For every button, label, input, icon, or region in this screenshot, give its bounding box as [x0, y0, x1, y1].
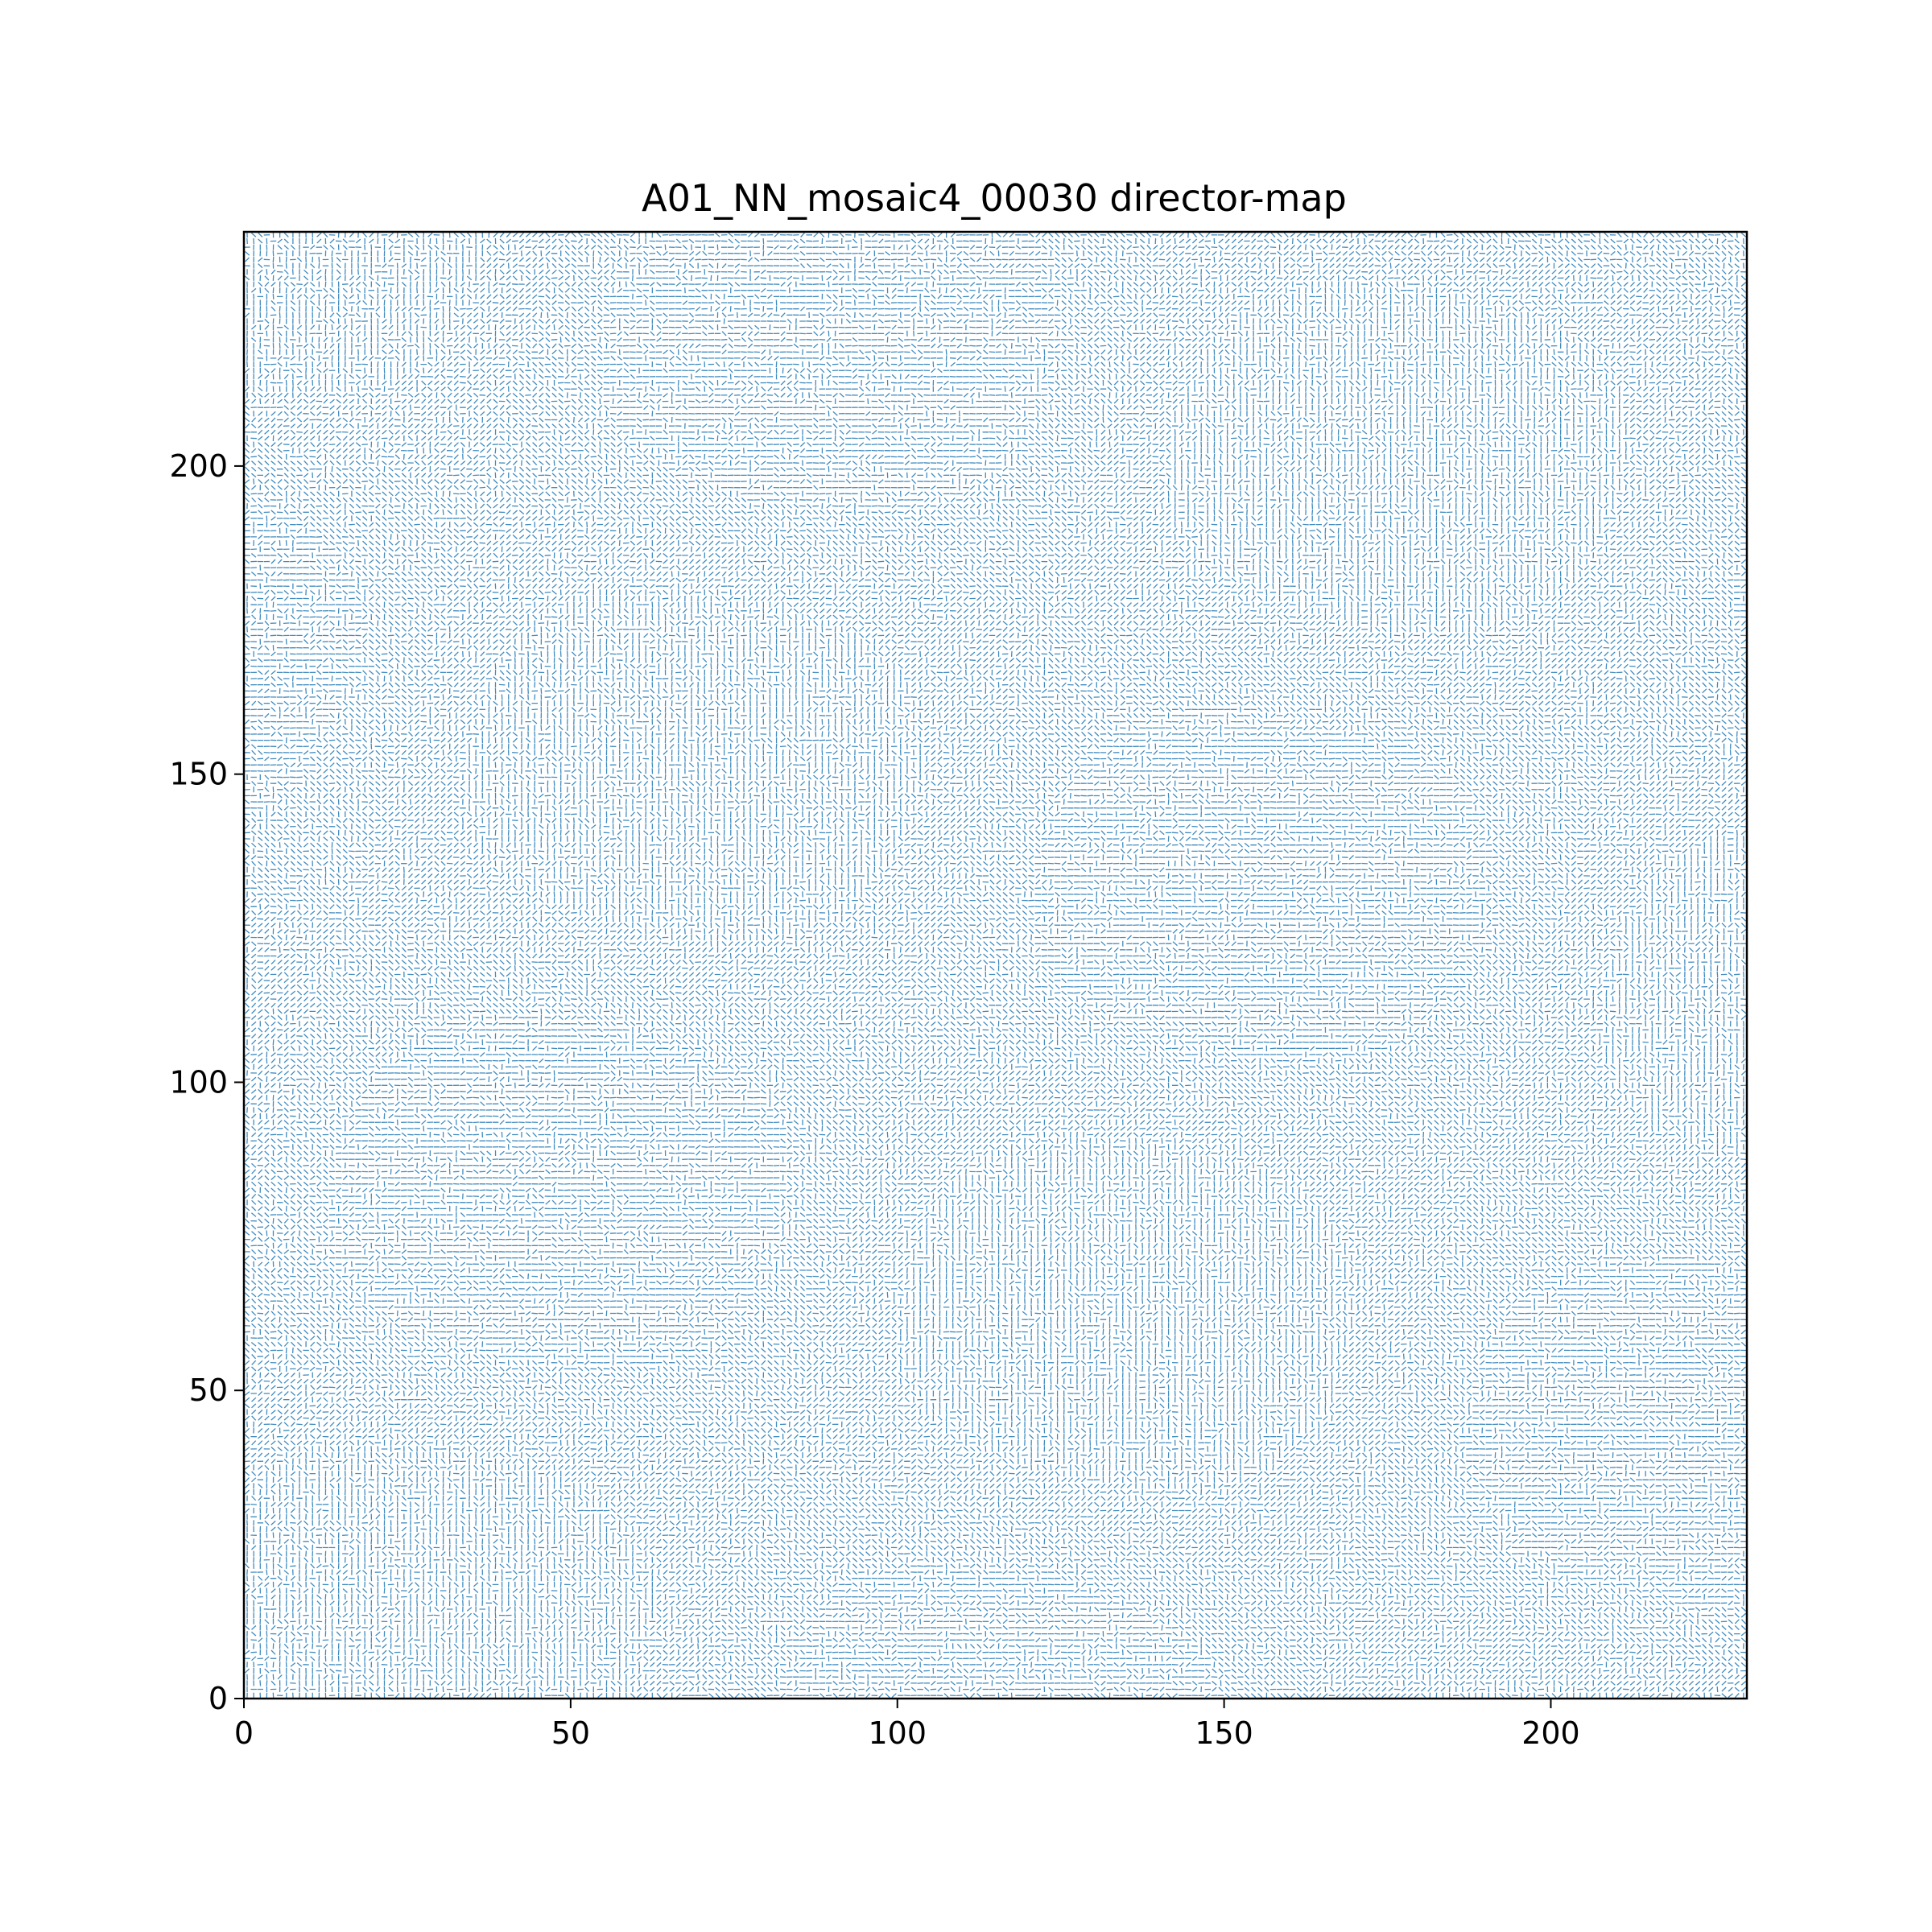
y-tick-label: 0 — [208, 1681, 228, 1716]
x-tick-label: 0 — [234, 1715, 254, 1751]
plot-frame — [242, 230, 1748, 1700]
x-tick-label: 150 — [1195, 1715, 1253, 1751]
y-tick-label: 50 — [189, 1373, 228, 1408]
director-segments — [244, 232, 1747, 1699]
x-tick-label: 100 — [868, 1715, 927, 1751]
x-tick-label: 200 — [1521, 1715, 1580, 1751]
axis-ticks: 0 50 100 150 200 0 50 100 150 200 — [169, 448, 1579, 1751]
y-tick-label: 200 — [169, 448, 228, 484]
director-field — [244, 232, 1747, 1699]
y-tick-label: 100 — [169, 1064, 228, 1100]
y-tick-label: 150 — [169, 757, 228, 792]
x-tick-label: 50 — [551, 1715, 590, 1751]
chart-title: A01_NN_mosaic4_00030 director-map — [642, 176, 1347, 220]
